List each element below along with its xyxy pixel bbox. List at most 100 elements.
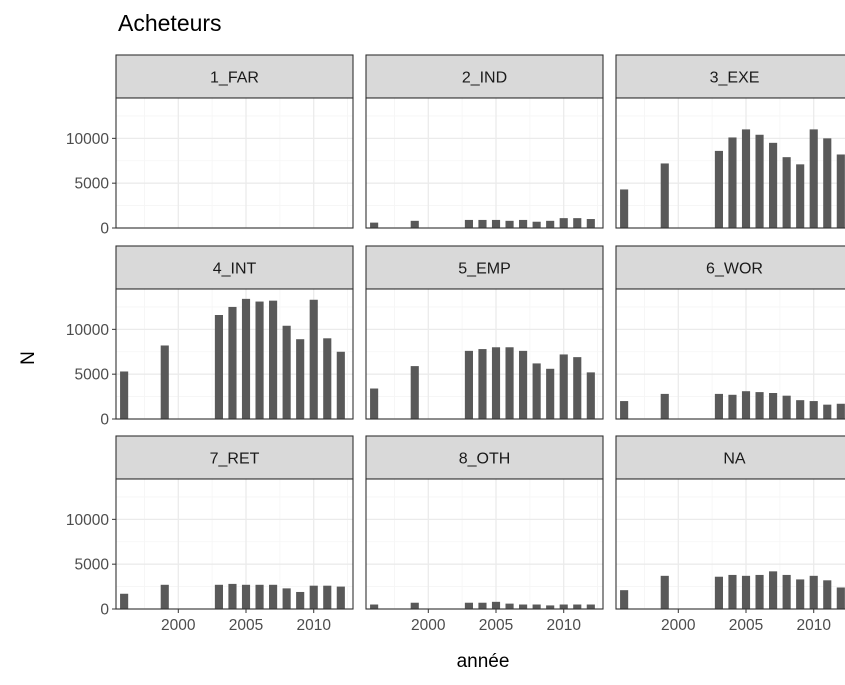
bar-1999	[160, 584, 169, 609]
y-tick-label: 0	[100, 412, 109, 429]
bar-1996	[120, 593, 129, 609]
bar-1999	[660, 393, 669, 419]
panel-border	[115, 288, 354, 420]
bar-2003	[214, 315, 223, 419]
bar-2012	[836, 154, 845, 228]
x-tick-label: 2005	[229, 617, 263, 634]
facet-strip-label: 2_IND	[462, 70, 507, 87]
facet-6_WOR: 6_WOR	[615, 245, 845, 420]
y-tick-label: 10000	[66, 512, 109, 529]
bar-2003	[214, 584, 223, 609]
facet-2_IND: 2_IND	[365, 54, 604, 229]
bar-2008	[532, 363, 541, 419]
bar-2005	[741, 391, 751, 419]
panel-border	[115, 478, 354, 610]
bar-1996	[370, 604, 379, 609]
facet-3_EXE: 3_EXE	[615, 54, 845, 229]
y-tick-label: 10000	[66, 322, 109, 339]
bar-2008	[782, 574, 791, 609]
x-tick-label: 2000	[661, 617, 696, 634]
bar-1996	[620, 189, 629, 228]
bar-1999	[160, 345, 169, 419]
bar-2010	[559, 218, 568, 228]
bar-2012	[586, 604, 595, 609]
facet-strip	[615, 54, 845, 99]
facet-8_OTH: 8_OTH 2000 2005 2010	[365, 435, 604, 634]
bar-2008	[532, 604, 541, 609]
bar-1996	[620, 401, 629, 419]
facet-strip	[365, 54, 604, 99]
bar-2010	[809, 129, 818, 228]
facet-5_EMP: 5_EMP	[365, 245, 604, 420]
bar-2009	[796, 400, 805, 419]
bar-2006	[755, 392, 764, 419]
bar-2011	[823, 580, 832, 609]
bar-2004	[228, 306, 237, 419]
bar-2009	[546, 368, 555, 419]
bar-2010	[309, 299, 318, 419]
bar-1999	[410, 366, 419, 419]
bar-2009	[796, 579, 805, 609]
bar-2006	[755, 134, 764, 228]
panel-border	[115, 97, 354, 229]
bar-2004	[728, 394, 737, 419]
bar-2004	[478, 219, 487, 228]
bar-2007	[769, 571, 778, 609]
facet-strip	[615, 435, 845, 480]
panel-background	[116, 98, 353, 228]
panel-border	[615, 478, 845, 610]
y-tick-label: 5000	[75, 176, 110, 193]
bar-2003	[464, 602, 473, 609]
bar-2012	[836, 403, 845, 419]
facet-strip	[615, 245, 845, 290]
facet-strip-label: 4_INT	[213, 261, 257, 278]
x-tick-label: 2010	[796, 617, 831, 634]
facet-1_FAR: 1_FAR 0 5000 10000	[66, 54, 354, 238]
facet-strip	[365, 245, 604, 290]
bar-2007	[769, 393, 778, 419]
facet-strip-label: NA	[723, 451, 746, 468]
facet-7_RET: 7_RET 0 5000 10000 2000 2005 2010	[66, 435, 354, 634]
x-tick-label: 2005	[479, 617, 513, 634]
bar-1999	[410, 220, 419, 228]
bar-2004	[478, 602, 487, 609]
bar-1996	[370, 222, 379, 228]
bar-2010	[809, 401, 818, 419]
chart-title: Acheteurs	[118, 10, 222, 36]
bar-2007	[519, 350, 528, 419]
panel-background	[366, 479, 603, 609]
x-tick-label: 2010	[296, 617, 331, 634]
x-tick-label: 2005	[729, 617, 763, 634]
bar-2007	[519, 219, 528, 228]
panel-background	[366, 98, 603, 228]
y-tick-label: 10000	[66, 131, 109, 148]
facets-layer: 1_FAR 0 5000 10000 2_IND 3_EXE 4_INT 0 5000 10000…	[66, 54, 845, 634]
y-tick-label: 5000	[75, 367, 110, 384]
facet-strip-label: 7_RET	[210, 451, 260, 468]
x-tick-label: 2000	[161, 617, 196, 634]
bar-2003	[714, 150, 723, 228]
bar-2011	[323, 338, 332, 419]
bar-2006	[255, 584, 264, 609]
y-tick-label: 5000	[75, 557, 110, 574]
bar-2008	[282, 325, 291, 419]
panel-border	[365, 288, 604, 420]
bar-2011	[573, 357, 582, 419]
bar-1999	[410, 602, 419, 609]
bar-1996	[370, 388, 379, 419]
bar-2005	[491, 219, 501, 228]
bar-2007	[269, 300, 278, 419]
facet-strip-label: 6_WOR	[706, 261, 763, 278]
bar-2010	[559, 604, 568, 609]
facet-4_INT: 4_INT 0 5000 10000	[66, 245, 354, 429]
bar-2006	[755, 574, 764, 609]
bar-1996	[620, 590, 629, 609]
bar-2007	[769, 142, 778, 228]
bar-2005	[741, 575, 751, 609]
bar-2005	[241, 298, 251, 419]
bar-2008	[782, 157, 791, 228]
panel-border	[365, 478, 604, 610]
facet-strip-label: 5_EMP	[458, 261, 510, 278]
